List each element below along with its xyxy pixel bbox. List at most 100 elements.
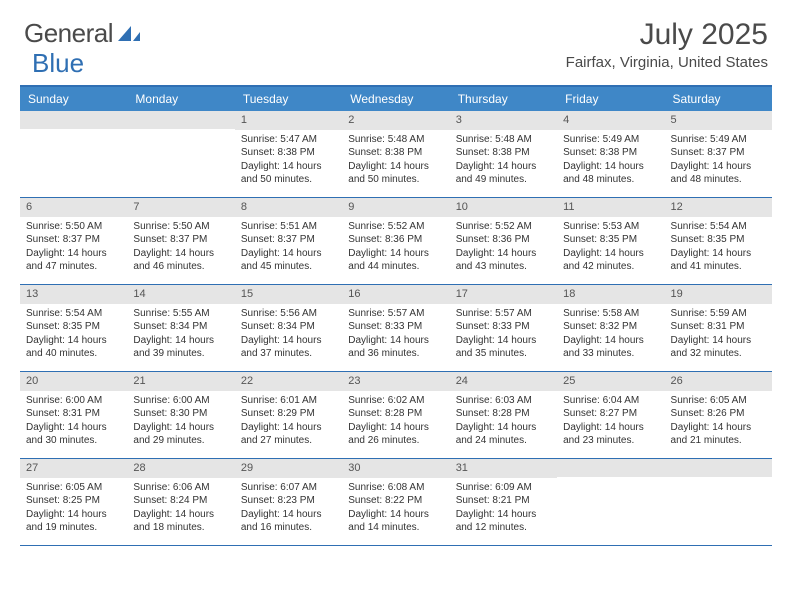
daylight-line: Daylight: 14 hours and 42 minutes.: [563, 247, 658, 274]
daylight-line: Daylight: 14 hours and 50 minutes.: [348, 160, 443, 187]
daylight-line: Daylight: 14 hours and 26 minutes.: [348, 421, 443, 448]
daylight-line: Daylight: 14 hours and 12 minutes.: [456, 508, 551, 535]
daylight-line: Daylight: 14 hours and 40 minutes.: [26, 334, 121, 361]
empty-cell: [557, 459, 664, 545]
sunrise-line: Sunrise: 5:54 AM: [26, 307, 121, 321]
sunrise-line: Sunrise: 5:54 AM: [671, 220, 766, 234]
week-row: 13Sunrise: 5:54 AMSunset: 8:35 PMDayligh…: [20, 285, 772, 372]
sunset-line: Sunset: 8:38 PM: [241, 146, 336, 160]
dow-tuesday: Tuesday: [235, 87, 342, 111]
sunrise-line: Sunrise: 5:52 AM: [456, 220, 551, 234]
daylight-line: Daylight: 14 hours and 41 minutes.: [671, 247, 766, 274]
daylight-line: Daylight: 14 hours and 50 minutes.: [241, 160, 336, 187]
daylight-line: Daylight: 14 hours and 48 minutes.: [671, 160, 766, 187]
day-cell: 9Sunrise: 5:52 AMSunset: 8:36 PMDaylight…: [342, 198, 449, 284]
day-body: Sunrise: 5:51 AMSunset: 8:37 PMDaylight:…: [235, 217, 342, 280]
sunrise-line: Sunrise: 6:04 AM: [563, 394, 658, 408]
day-cell: 26Sunrise: 6:05 AMSunset: 8:26 PMDayligh…: [665, 372, 772, 458]
sunrise-line: Sunrise: 6:00 AM: [26, 394, 121, 408]
day-number: 10: [450, 198, 557, 217]
sunrise-line: Sunrise: 6:05 AM: [26, 481, 121, 495]
daylight-line: Daylight: 14 hours and 44 minutes.: [348, 247, 443, 274]
day-number: 11: [557, 198, 664, 217]
sunrise-line: Sunrise: 6:07 AM: [241, 481, 336, 495]
logo: General: [24, 18, 143, 49]
day-cell: 16Sunrise: 5:57 AMSunset: 8:33 PMDayligh…: [342, 285, 449, 371]
sunset-line: Sunset: 8:36 PM: [348, 233, 443, 247]
daylight-line: Daylight: 14 hours and 33 minutes.: [563, 334, 658, 361]
day-number: 1: [235, 111, 342, 130]
day-cell: 10Sunrise: 5:52 AMSunset: 8:36 PMDayligh…: [450, 198, 557, 284]
day-number: 13: [20, 285, 127, 304]
daylight-line: Daylight: 14 hours and 45 minutes.: [241, 247, 336, 274]
sunset-line: Sunset: 8:22 PM: [348, 494, 443, 508]
empty-cell: [665, 459, 772, 545]
daylight-line: Daylight: 14 hours and 29 minutes.: [133, 421, 228, 448]
daylight-line: Daylight: 14 hours and 32 minutes.: [671, 334, 766, 361]
day-cell: 7Sunrise: 5:50 AMSunset: 8:37 PMDaylight…: [127, 198, 234, 284]
day-body: Sunrise: 5:48 AMSunset: 8:38 PMDaylight:…: [450, 130, 557, 193]
day-body: Sunrise: 5:55 AMSunset: 8:34 PMDaylight:…: [127, 304, 234, 367]
sunset-line: Sunset: 8:31 PM: [671, 320, 766, 334]
daylight-line: Daylight: 14 hours and 27 minutes.: [241, 421, 336, 448]
day-cell: 23Sunrise: 6:02 AMSunset: 8:28 PMDayligh…: [342, 372, 449, 458]
day-body: Sunrise: 5:52 AMSunset: 8:36 PMDaylight:…: [450, 217, 557, 280]
calendar-table: SundayMondayTuesdayWednesdayThursdayFrid…: [20, 85, 772, 546]
week-row: 27Sunrise: 6:05 AMSunset: 8:25 PMDayligh…: [20, 459, 772, 546]
day-cell: 18Sunrise: 5:58 AMSunset: 8:32 PMDayligh…: [557, 285, 664, 371]
day-number: 17: [450, 285, 557, 304]
day-body: Sunrise: 5:50 AMSunset: 8:37 PMDaylight:…: [127, 217, 234, 280]
day-cell: 28Sunrise: 6:06 AMSunset: 8:24 PMDayligh…: [127, 459, 234, 545]
day-number: 30: [342, 459, 449, 478]
sunrise-line: Sunrise: 5:57 AM: [348, 307, 443, 321]
sunrise-line: Sunrise: 5:50 AM: [26, 220, 121, 234]
sunset-line: Sunset: 8:35 PM: [671, 233, 766, 247]
day-cell: 31Sunrise: 6:09 AMSunset: 8:21 PMDayligh…: [450, 459, 557, 545]
daylight-line: Daylight: 14 hours and 30 minutes.: [26, 421, 121, 448]
sunset-line: Sunset: 8:35 PM: [563, 233, 658, 247]
location-text: Fairfax, Virginia, United States: [566, 54, 768, 71]
day-cell: 6Sunrise: 5:50 AMSunset: 8:37 PMDaylight…: [20, 198, 127, 284]
day-cell: 11 Sunrise: 5:53 AMSunset: 8:35 PMDayligh…: [557, 198, 664, 284]
sunset-line: Sunset: 8:24 PM: [133, 494, 228, 508]
day-number: 20: [20, 372, 127, 391]
week-row: 1Sunrise: 5:47 AMSunset: 8:38 PMDaylight…: [20, 111, 772, 198]
day-cell: 30Sunrise: 6:08 AMSunset: 8:22 PMDayligh…: [342, 459, 449, 545]
day-number: 15: [235, 285, 342, 304]
sunrise-line: Sunrise: 5:53 AM: [563, 220, 658, 234]
day-body: Sunrise: 5:57 AMSunset: 8:33 PMDaylight:…: [342, 304, 449, 367]
day-cell: 21Sunrise: 6:00 AMSunset: 8:30 PMDayligh…: [127, 372, 234, 458]
sunset-line: Sunset: 8:37 PM: [133, 233, 228, 247]
day-number: 2: [342, 111, 449, 130]
sunrise-line: Sunrise: 6:09 AM: [456, 481, 551, 495]
day-body: Sunrise: 6:01 AMSunset: 8:29 PMDaylight:…: [235, 391, 342, 454]
day-body: Sunrise: 6:09 AMSunset: 8:21 PMDaylight:…: [450, 478, 557, 541]
daylight-line: Daylight: 14 hours and 39 minutes.: [133, 334, 228, 361]
sunset-line: Sunset: 8:23 PM: [241, 494, 336, 508]
day-number: 5: [665, 111, 772, 130]
sunset-line: Sunset: 8:38 PM: [563, 146, 658, 160]
dow-wednesday: Wednesday: [342, 87, 449, 111]
sunset-line: Sunset: 8:38 PM: [456, 146, 551, 160]
day-number: 21: [127, 372, 234, 391]
sunset-line: Sunset: 8:37 PM: [26, 233, 121, 247]
sunset-line: Sunset: 8:28 PM: [348, 407, 443, 421]
month-title: July 2025: [566, 18, 768, 52]
day-body: Sunrise: 6:04 AMSunset: 8:27 PMDaylight:…: [557, 391, 664, 454]
daylight-line: Daylight: 14 hours and 14 minutes.: [348, 508, 443, 535]
daylight-line: Daylight: 14 hours and 18 minutes.: [133, 508, 228, 535]
day-body: Sunrise: 5:50 AMSunset: 8:37 PMDaylight:…: [20, 217, 127, 280]
day-body: Sunrise: 5:56 AMSunset: 8:34 PMDaylight:…: [235, 304, 342, 367]
day-body: Sunrise: 5:54 AMSunset: 8:35 PMDaylight:…: [665, 217, 772, 280]
day-cell: 5Sunrise: 5:49 AMSunset: 8:37 PMDaylight…: [665, 111, 772, 197]
day-body: Sunrise: 5:49 AMSunset: 8:38 PMDaylight:…: [557, 130, 664, 193]
week-row: 6Sunrise: 5:50 AMSunset: 8:37 PMDaylight…: [20, 198, 772, 285]
day-number: 12: [665, 198, 772, 217]
sunrise-line: Sunrise: 5:56 AM: [241, 307, 336, 321]
day-number: 7: [127, 198, 234, 217]
sunset-line: Sunset: 8:36 PM: [456, 233, 551, 247]
dow-thursday: Thursday: [450, 87, 557, 111]
sunrise-line: Sunrise: 5:47 AM: [241, 133, 336, 147]
daylight-line: Daylight: 14 hours and 23 minutes.: [563, 421, 658, 448]
sunset-line: Sunset: 8:35 PM: [26, 320, 121, 334]
